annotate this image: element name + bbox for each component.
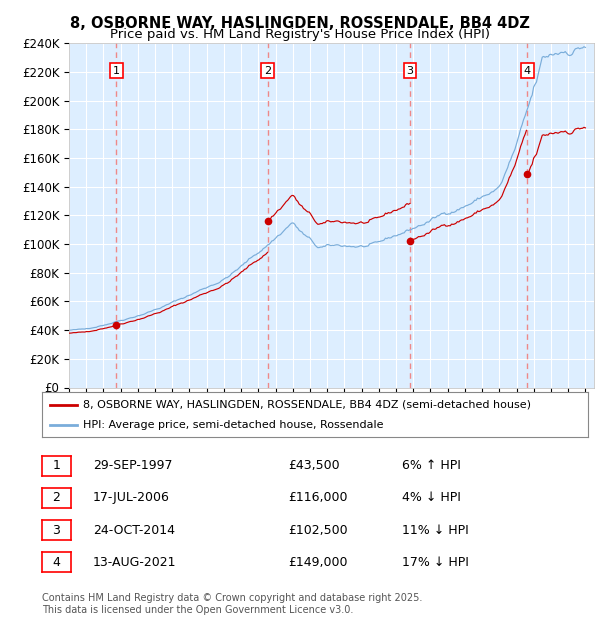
- Text: 2: 2: [52, 492, 61, 504]
- Text: 17-JUL-2006: 17-JUL-2006: [93, 492, 170, 504]
- Text: 6% ↑ HPI: 6% ↑ HPI: [402, 459, 461, 472]
- Text: 2: 2: [264, 66, 271, 76]
- Text: 29-SEP-1997: 29-SEP-1997: [93, 459, 173, 472]
- Text: Price paid vs. HM Land Registry's House Price Index (HPI): Price paid vs. HM Land Registry's House …: [110, 28, 490, 41]
- Text: HPI: Average price, semi-detached house, Rossendale: HPI: Average price, semi-detached house,…: [83, 420, 383, 430]
- Text: 24-OCT-2014: 24-OCT-2014: [93, 524, 175, 536]
- Text: £116,000: £116,000: [288, 492, 347, 504]
- Text: 3: 3: [407, 66, 413, 76]
- Text: 1: 1: [52, 459, 61, 472]
- Text: 4: 4: [52, 556, 61, 569]
- Text: 1: 1: [113, 66, 120, 76]
- Text: 4% ↓ HPI: 4% ↓ HPI: [402, 492, 461, 504]
- Text: 3: 3: [52, 524, 61, 536]
- Text: 8, OSBORNE WAY, HASLINGDEN, ROSSENDALE, BB4 4DZ (semi-detached house): 8, OSBORNE WAY, HASLINGDEN, ROSSENDALE, …: [83, 399, 531, 410]
- Text: 17% ↓ HPI: 17% ↓ HPI: [402, 556, 469, 569]
- Text: £43,500: £43,500: [288, 459, 340, 472]
- Text: 11% ↓ HPI: 11% ↓ HPI: [402, 524, 469, 536]
- Text: £149,000: £149,000: [288, 556, 347, 569]
- Text: 13-AUG-2021: 13-AUG-2021: [93, 556, 176, 569]
- Text: £102,500: £102,500: [288, 524, 347, 536]
- Text: 4: 4: [524, 66, 531, 76]
- Text: 8, OSBORNE WAY, HASLINGDEN, ROSSENDALE, BB4 4DZ: 8, OSBORNE WAY, HASLINGDEN, ROSSENDALE, …: [70, 16, 530, 31]
- Text: Contains HM Land Registry data © Crown copyright and database right 2025.
This d: Contains HM Land Registry data © Crown c…: [42, 593, 422, 615]
